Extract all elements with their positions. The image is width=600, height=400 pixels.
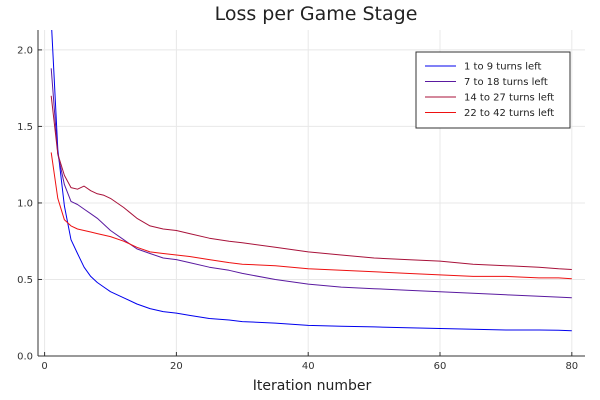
y-tick-label: 0.5 [17, 275, 33, 286]
series-line-4 [50, 152, 572, 280]
chart-title: Loss per Game Stage [215, 3, 418, 25]
x-tick-label: 80 [565, 361, 578, 372]
axes [37, 30, 585, 357]
x-tick-label: 20 [170, 361, 183, 372]
y-tick-label: 1.0 [17, 198, 33, 209]
x-tick-label: 40 [302, 361, 315, 372]
series-line-1 [51, 30, 572, 332]
y-tick-label: 1.5 [17, 122, 33, 133]
tick-labels: 0 20 40 60 80 0.0 0.5 1.0 1.5 2.0 [17, 45, 578, 372]
series-lines [50, 30, 572, 332]
x-axis-label: Iteration number [253, 378, 372, 394]
legend-label: 7 to 18 turns left [464, 77, 548, 88]
legend-box [415, 51, 571, 129]
series-line-2 [50, 68, 572, 299]
legend: 1 to 9 turns left 7 to 18 turns left 14 to… [415, 51, 571, 129]
legend-label: 14 to 27 turns left [464, 93, 554, 104]
x-tick-label: 0 [41, 361, 47, 372]
legend-label: 1 to 9 turns left [464, 62, 541, 73]
series-line-3 [50, 95, 572, 270]
y-tick-label: 0.0 [17, 352, 33, 363]
x-tick-label: 60 [434, 361, 447, 372]
legend-label: 22 to 42 turns left [464, 108, 554, 119]
y-tick-label: 2.0 [17, 45, 33, 56]
